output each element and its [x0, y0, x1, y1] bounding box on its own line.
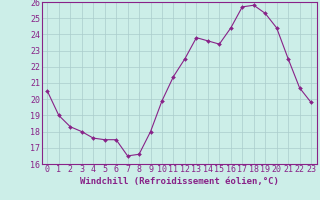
X-axis label: Windchill (Refroidissement éolien,°C): Windchill (Refroidissement éolien,°C) [80, 177, 279, 186]
